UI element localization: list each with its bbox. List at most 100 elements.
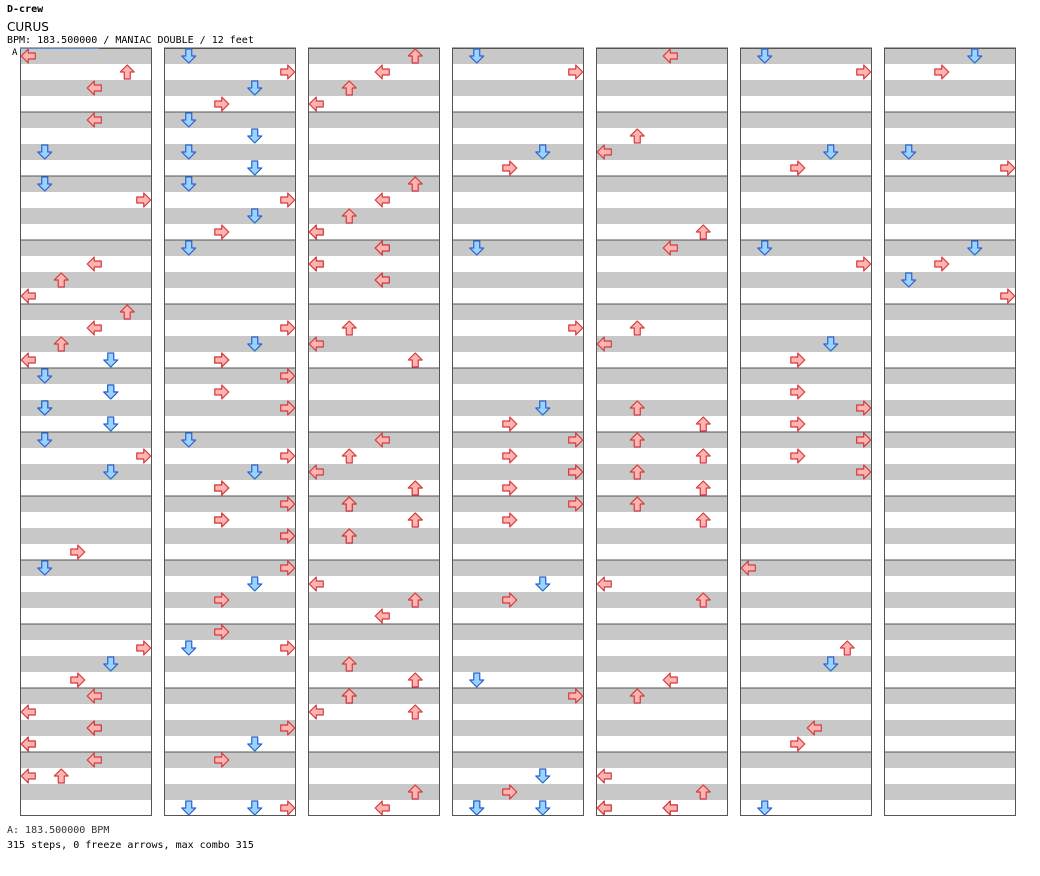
step-arrow-left: [86, 80, 102, 96]
step-arrow-up: [407, 176, 423, 192]
beat-band: [20, 272, 152, 288]
beat-band: [20, 656, 152, 672]
beat-band: [164, 176, 296, 192]
step-arrow-down: [247, 160, 263, 176]
step-arrow-down: [37, 144, 53, 160]
beat-band: [452, 304, 584, 320]
step-arrow-up: [629, 464, 645, 480]
beat-band: [596, 496, 728, 512]
step-arrow-right: [136, 640, 152, 656]
beat-band: [452, 400, 584, 416]
beat-band: [20, 464, 152, 480]
beat-band: [596, 80, 728, 96]
beat-band: [308, 48, 440, 64]
beat-band: [452, 272, 584, 288]
beat-band: [164, 432, 296, 448]
beat-band: [164, 656, 296, 672]
step-arrow-up: [629, 496, 645, 512]
step-arrow-left: [20, 48, 36, 64]
step-arrow-down: [469, 48, 485, 64]
beat-band: [884, 368, 1016, 384]
step-arrow-up: [695, 224, 711, 240]
step-arrow-right: [214, 352, 230, 368]
beat-band: [452, 688, 584, 704]
beat-band: [740, 48, 872, 64]
beat-band: [452, 208, 584, 224]
beat-band: [308, 240, 440, 256]
step-arrow-up: [119, 304, 135, 320]
step-arrow-right: [280, 496, 296, 512]
step-arrow-right: [856, 432, 872, 448]
step-arrow-right: [568, 432, 584, 448]
step-arrow-left: [86, 256, 102, 272]
beat-band: [308, 144, 440, 160]
step-arrow-right: [1000, 288, 1016, 304]
beat-band: [596, 432, 728, 448]
beat-band: [740, 432, 872, 448]
step-arrow-left: [662, 800, 678, 816]
step-arrow-down: [901, 272, 917, 288]
beat-band: [596, 272, 728, 288]
beat-band: [452, 144, 584, 160]
beat-band: [884, 400, 1016, 416]
step-arrow-down: [247, 576, 263, 592]
step-arrow-right: [136, 192, 152, 208]
beat-band: [884, 592, 1016, 608]
step-arrow-right: [502, 512, 518, 528]
step-arrow-down: [535, 800, 551, 816]
step-arrow-left: [596, 336, 612, 352]
beat-band: [308, 464, 440, 480]
beat-band: [596, 720, 728, 736]
beat-band: [20, 304, 152, 320]
step-arrow-down: [469, 672, 485, 688]
beat-band: [20, 144, 152, 160]
beat-band: [452, 240, 584, 256]
step-stats: 315 steps, 0 freeze arrows, max combo 31…: [7, 840, 254, 851]
step-arrow-left: [86, 688, 102, 704]
beat-band: [884, 656, 1016, 672]
step-arrow-up: [629, 688, 645, 704]
step-arrow-left: [308, 336, 324, 352]
beat-band: [20, 368, 152, 384]
beat-band: [452, 496, 584, 512]
step-arrow-left: [20, 352, 36, 368]
beat-band: [740, 656, 872, 672]
step-arrow-right: [280, 400, 296, 416]
step-arrow-up: [341, 656, 357, 672]
step-arrow-right: [856, 256, 872, 272]
beat-band: [740, 304, 872, 320]
step-arrow-down: [103, 656, 119, 672]
beat-band: [20, 496, 152, 512]
beat-band: [20, 48, 152, 64]
beat-band: [164, 784, 296, 800]
beat-band: [452, 656, 584, 672]
beat-band: [884, 432, 1016, 448]
beat-band: [452, 560, 584, 576]
beat-band: [884, 208, 1016, 224]
beat-band: [164, 624, 296, 640]
beat-band: [20, 560, 152, 576]
beat-band: [596, 752, 728, 768]
step-arrow-up: [53, 768, 69, 784]
beat-band: [164, 304, 296, 320]
beat-band: [20, 688, 152, 704]
step-arrow-up: [695, 480, 711, 496]
beat-band: [740, 752, 872, 768]
step-arrow-right: [214, 384, 230, 400]
beat-band: [740, 144, 872, 160]
beat-band: [308, 624, 440, 640]
beat-band: [596, 560, 728, 576]
beat-band: [308, 560, 440, 576]
beat-band: [20, 240, 152, 256]
step-arrow-left: [374, 800, 390, 816]
beat-band: [164, 496, 296, 512]
beat-band: [596, 240, 728, 256]
step-arrow-left: [308, 464, 324, 480]
beat-band: [20, 528, 152, 544]
step-arrow-right: [214, 224, 230, 240]
step-arrow-left: [596, 800, 612, 816]
step-arrow-right: [568, 496, 584, 512]
beat-band: [596, 208, 728, 224]
step-arrow-left: [20, 288, 36, 304]
